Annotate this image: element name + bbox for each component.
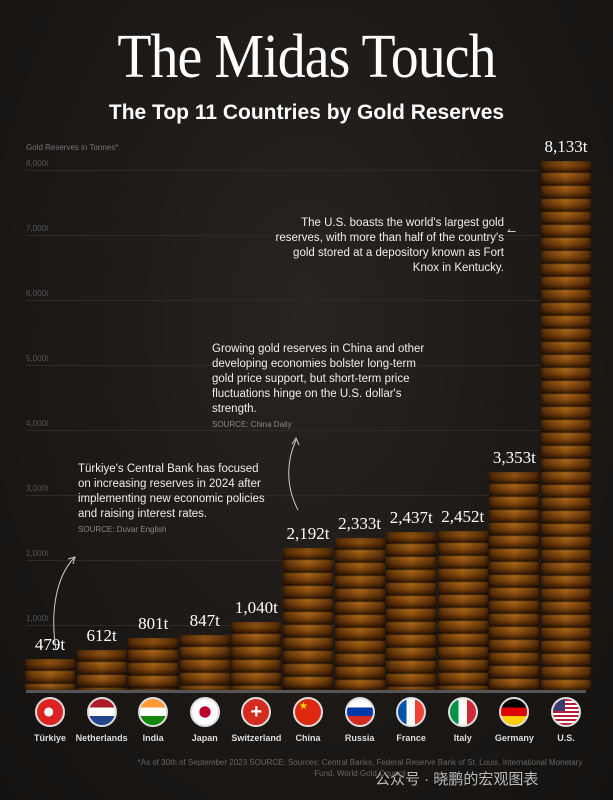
turkiye-annotation-text: Türkiye's Central Bank has focused on in…	[78, 463, 265, 520]
flag-icon	[499, 697, 530, 727]
value-label: 2,452t	[441, 506, 485, 526]
turkiye-source: SOURCE: Duvar English	[78, 525, 167, 534]
arrow-icon	[288, 436, 300, 511]
china-annotation-text: Growing gold reserves in China and other…	[212, 343, 425, 415]
bar-trkiye	[25, 658, 75, 690]
value-label: 2,192t	[286, 523, 330, 543]
flag-icon	[447, 697, 478, 727]
value-label: 8,133t	[544, 137, 588, 157]
y-tick-label: 2,000t	[26, 549, 49, 558]
baseline	[26, 690, 586, 693]
x-tick-label: France	[396, 733, 426, 743]
value-label: 3,353t	[492, 448, 536, 468]
flag-icon	[189, 697, 220, 727]
bar-italy	[437, 530, 488, 690]
gridline	[26, 170, 586, 171]
value-label: 1,040t	[234, 598, 278, 618]
y-tick-label: 8,000t	[26, 159, 49, 168]
bar-germany	[489, 472, 540, 690]
y-axis-label: Gold Reserves in Tonnes*	[26, 143, 119, 152]
china-annotation: Growing gold reserves in China and other…	[212, 342, 434, 432]
bar-russia	[334, 538, 385, 690]
china-source: SOURCE: China Daily	[212, 420, 292, 429]
flag-icon	[344, 697, 375, 727]
value-label: 847t	[189, 610, 220, 630]
page-title: The Midas Touch	[117, 23, 496, 91]
flag-icon: ★	[293, 697, 323, 727]
x-tick-label: Germany	[494, 733, 534, 743]
arrow-icon	[53, 556, 76, 651]
x-tick-label: Switzerland	[231, 733, 282, 743]
bar-japan	[179, 634, 230, 690]
flag-icon: +	[241, 697, 272, 727]
gridline	[26, 430, 586, 431]
watermark: 公众号 · 晓鹏的宏观图表	[375, 771, 539, 788]
gridline	[26, 365, 586, 366]
y-tick-label: 1,000t	[26, 614, 49, 623]
flag-icon	[551, 697, 581, 727]
x-tick-label: India	[142, 733, 164, 743]
bar-netherlands	[76, 650, 127, 690]
x-tick-label: Netherlands	[75, 733, 128, 743]
bar-us	[541, 161, 591, 690]
arrow-icon: ↼	[507, 226, 517, 238]
gridline	[26, 495, 586, 496]
flag-icon	[86, 697, 117, 727]
y-tick-label: 3,000t	[26, 484, 49, 493]
x-tick-label: Japan	[191, 733, 218, 743]
flag-icon	[396, 697, 427, 727]
bar-china	[283, 547, 333, 690]
gridline	[26, 300, 586, 301]
page-subtitle: The Top 11 Countries by Gold Reserves	[108, 101, 505, 124]
y-tick-label: 5,000t	[26, 354, 49, 363]
flag-icon	[138, 697, 169, 727]
y-tick-label: 7,000t	[26, 224, 49, 233]
x-tick-label: China	[295, 733, 321, 743]
y-tick-label: 6,000t	[26, 289, 49, 298]
bar-india	[128, 637, 179, 690]
turkiye-annotation: Türkiye's Central Bank has focused on in…	[78, 462, 268, 537]
us-annotation: The U.S. boasts the world's largest gold…	[275, 217, 504, 274]
value-label: 801t	[138, 613, 169, 633]
value-label: 2,437t	[389, 507, 433, 527]
x-tick-label: Russia	[344, 733, 375, 743]
value-label: 612t	[86, 626, 117, 646]
x-tick-label: Türkiye	[33, 733, 66, 743]
bar-france	[386, 531, 437, 690]
value-label: 2,333t	[338, 514, 382, 534]
y-tick-label: 4,000t	[26, 419, 49, 428]
gridline	[26, 235, 586, 236]
bar-switzerland	[231, 622, 282, 690]
x-tick-label: U.S.	[557, 733, 575, 743]
x-tick-label: Italy	[453, 733, 472, 743]
value-label: 479t	[34, 634, 66, 654]
footnote: *As of 30th of September 2023 SOURCE: So…	[137, 758, 583, 778]
flag-icon	[35, 697, 65, 727]
